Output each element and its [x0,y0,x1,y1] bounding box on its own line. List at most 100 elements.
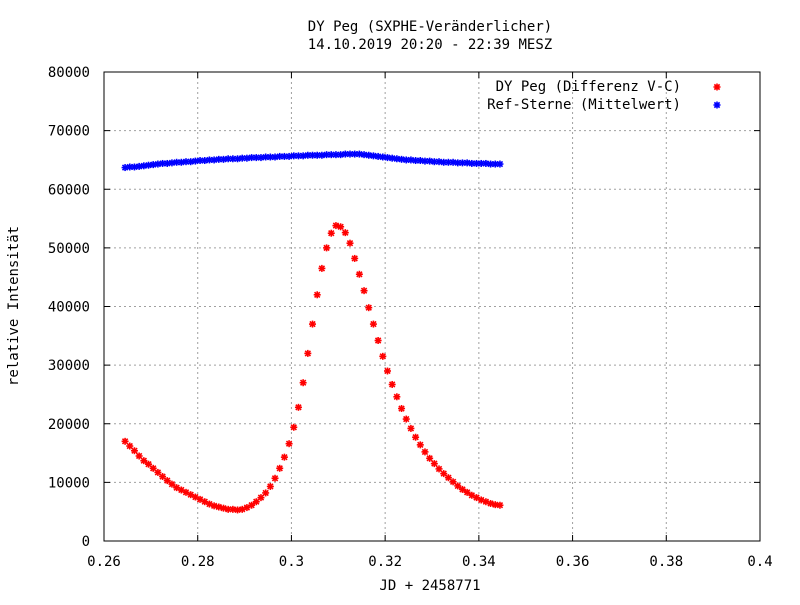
data-point [491,501,499,509]
data-point [135,452,143,460]
data-point [276,464,284,472]
data-point [299,379,307,387]
data-point [412,157,420,165]
legend-marker-dy-peg [713,83,721,91]
data-point [248,501,256,509]
data-point [430,460,438,468]
data-point [369,320,377,328]
data-point [140,457,148,465]
data-point [383,367,391,375]
data-point [262,489,270,497]
data-point [294,152,302,160]
data-point [266,153,274,161]
y-ticks-layer: 0 10000 20000 30000 40000 50000 60000 70000 8000… [48,65,760,550]
data-point [379,352,387,360]
data-point [191,157,199,165]
legend-label-ref-sterne: Ref-Sterne (Mittelwert) [487,97,681,113]
x-tick-label: 0.36 [556,554,590,570]
data-point [355,270,363,278]
data-point [454,482,462,490]
x-tick-label: 0.28 [181,554,215,570]
data-point [130,447,138,455]
data-point [210,156,218,164]
data-point [257,494,265,502]
data-point [327,229,335,237]
data-point [365,304,373,312]
data-point [355,150,363,158]
data-point [351,254,359,262]
data-point [187,158,195,166]
series-dy-peg [121,222,504,514]
y-tick-label: 60000 [48,182,90,198]
data-point [126,442,134,450]
x-tick-label: 0.38 [649,554,683,570]
data-point [248,154,256,162]
x-axis-label: JD + 2458771 [379,578,480,594]
data-point [421,448,429,456]
legend-label-dy-peg: DY Peg (Differenz V-C) [496,79,681,95]
x-tick-label: 0.4 [747,554,772,570]
data-point [177,158,185,166]
data-point [435,465,443,473]
y-tick-label: 0 [82,534,90,550]
chart-title-line1: DY Peg (SXPHE-Veränderlicher) [308,19,552,35]
y-tick-label: 30000 [48,358,90,374]
data-point [271,153,279,161]
data-point [458,485,466,493]
data-point [323,244,331,252]
data-point [444,474,452,482]
data-point [229,155,237,163]
data-point [337,223,345,231]
data-point [346,239,354,247]
y-tick-label: 40000 [48,300,90,316]
legend-marker-ref-sterne [713,101,721,109]
data-point [421,157,429,165]
data-point [285,440,293,448]
y-tick-label: 80000 [48,65,90,81]
data-point [219,155,227,163]
data-point [398,405,406,413]
data-point [313,291,321,299]
legend: DY Peg (Differenz V-C) Ref-Sterne (Mitte… [487,79,721,113]
data-point [393,155,401,163]
data-point [327,151,335,159]
data-point [243,154,251,162]
data-point [412,433,420,441]
data-point [393,393,401,401]
x-tick-label: 0.32 [368,554,402,570]
data-point [318,264,326,272]
data-point [388,154,396,162]
data-point [294,403,302,411]
x-tick-label: 0.34 [462,554,496,570]
x-tick-label: 0.26 [87,554,121,570]
data-point [149,464,157,472]
data-point [154,468,162,476]
data-point [145,460,153,468]
y-tick-label: 20000 [48,417,90,433]
chart-title-line2: 14.10.2019 20:20 - 22:39 MESZ [308,37,552,53]
data-point [304,349,312,357]
data-point [496,160,504,168]
data-point [374,152,382,160]
data-point [416,441,424,449]
data-point [234,155,242,163]
data-point [360,287,368,295]
grid-layer [104,72,760,541]
data-point [271,474,279,482]
y-axis-label: relative Intensität [6,226,22,386]
y-tick-label: 10000 [48,475,90,491]
data-point [346,150,354,158]
data-point [473,159,481,167]
data-point [449,478,457,486]
data-point [402,415,410,423]
data-point [468,159,476,167]
data-point [290,423,298,431]
data-point [280,453,288,461]
x-tick-label: 0.3 [279,554,304,570]
data-point [374,337,382,345]
data-point [496,501,504,509]
data-point [426,157,434,165]
